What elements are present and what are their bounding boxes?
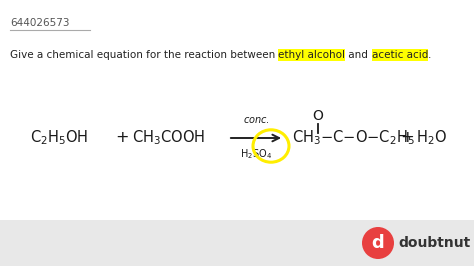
Text: 644026573: 644026573: [10, 18, 70, 28]
Text: $\mathit{conc.}$: $\mathit{conc.}$: [243, 115, 269, 125]
Text: d: d: [372, 234, 384, 252]
Text: ethyl alcohol: ethyl alcohol: [279, 50, 346, 60]
Text: $\mathsf{O}$: $\mathsf{O}$: [312, 109, 324, 123]
Text: doubtnut: doubtnut: [398, 236, 470, 250]
Bar: [372, 49, 428, 61]
Text: $+$: $+$: [400, 131, 414, 146]
Text: .: .: [428, 50, 431, 60]
Text: $\mathsf{CH_3COOH}$: $\mathsf{CH_3COOH}$: [132, 129, 205, 147]
Text: acetic acid: acetic acid: [372, 50, 428, 60]
Text: $\mathsf{CH_3{-}C{-}O{-}C_2H_5}$: $\mathsf{CH_3{-}C{-}O{-}C_2H_5}$: [292, 129, 415, 147]
Text: $\mathsf{H_2O}$: $\mathsf{H_2O}$: [416, 129, 447, 147]
Text: and: and: [346, 50, 372, 60]
Text: $\mathsf{C_2H_5OH}$: $\mathsf{C_2H_5OH}$: [30, 129, 89, 147]
Text: $\mathsf{H_2SO_4}$: $\mathsf{H_2SO_4}$: [240, 147, 272, 161]
Text: $+$: $+$: [115, 131, 129, 146]
Text: Give a chemical equation for the reaction between: Give a chemical equation for the reactio…: [10, 50, 279, 60]
Circle shape: [362, 227, 394, 259]
Bar: [279, 49, 346, 61]
Bar: [0, 220, 474, 266]
